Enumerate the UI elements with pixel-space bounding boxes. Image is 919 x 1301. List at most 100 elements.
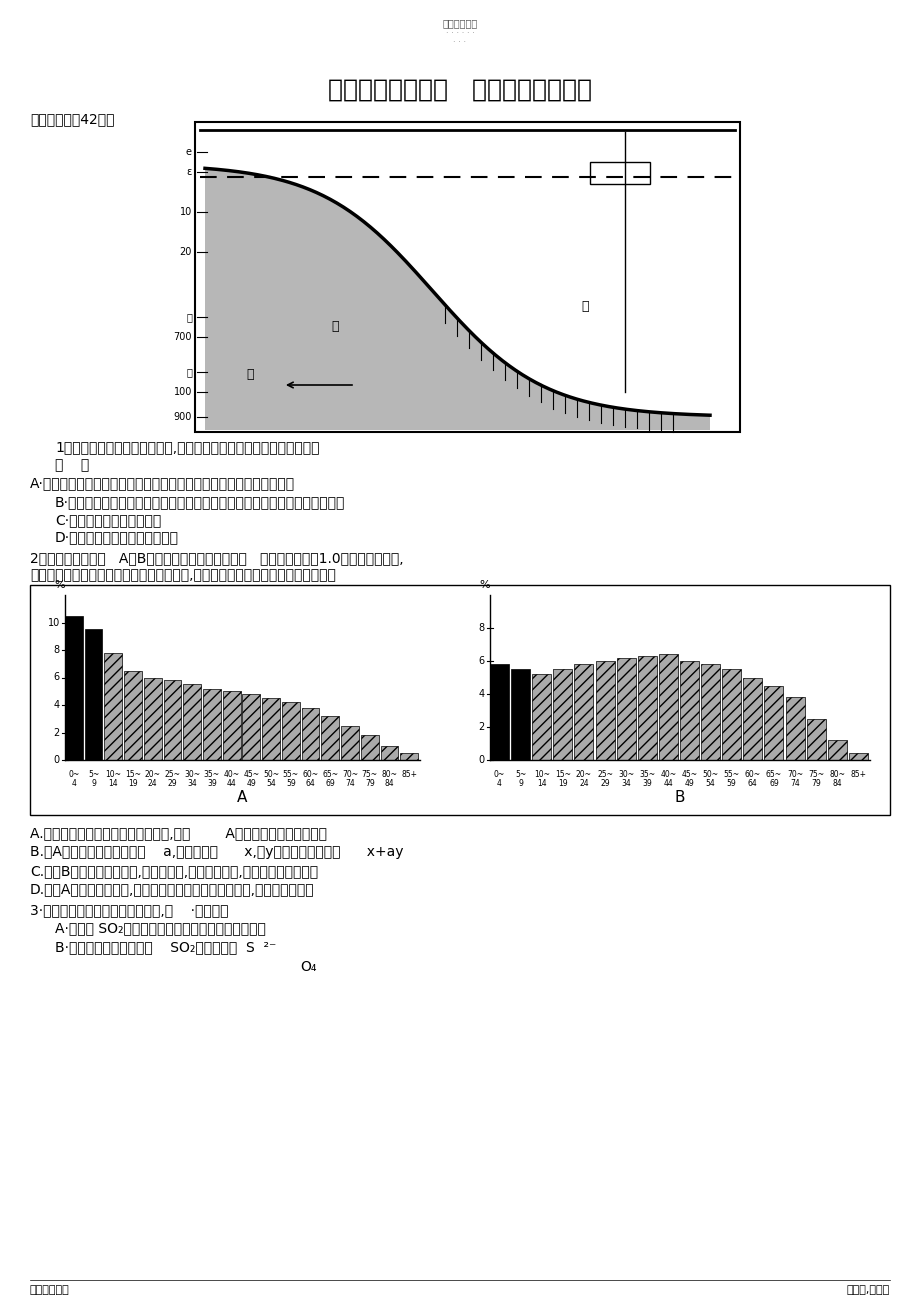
Text: 85+: 85+: [401, 770, 416, 779]
Bar: [164, 680, 181, 760]
Text: 60~: 60~: [744, 770, 760, 779]
Bar: [827, 740, 845, 760]
Text: 54: 54: [266, 779, 276, 788]
Text: 30~: 30~: [618, 770, 633, 779]
Text: 59: 59: [726, 779, 736, 788]
Bar: [743, 678, 762, 760]
Text: 55~: 55~: [282, 770, 299, 779]
Text: 84: 84: [832, 779, 841, 788]
Text: 700: 700: [174, 332, 192, 342]
Text: 4: 4: [479, 690, 484, 699]
Text: 80~: 80~: [828, 770, 845, 779]
Text: 8: 8: [54, 645, 60, 654]
Text: 74: 74: [789, 779, 799, 788]
Text: 〔    〕: 〔 〕: [55, 458, 89, 472]
Text: 20~: 20~: [144, 770, 161, 779]
Text: 80~: 80~: [381, 770, 397, 779]
Text: 19: 19: [558, 779, 567, 788]
Text: 丙: 丙: [186, 367, 192, 377]
Text: 74: 74: [345, 779, 355, 788]
Bar: [700, 665, 720, 760]
Bar: [143, 678, 162, 760]
Text: 2: 2: [478, 722, 484, 732]
Text: 0: 0: [479, 755, 484, 765]
Text: 34: 34: [620, 779, 630, 788]
Text: %: %: [54, 580, 65, 589]
Text: 69: 69: [768, 779, 778, 788]
Bar: [195, 122, 739, 432]
Text: 70~: 70~: [342, 770, 357, 779]
Bar: [532, 674, 550, 760]
Text: 40~: 40~: [223, 770, 240, 779]
Bar: [262, 699, 279, 760]
Bar: [785, 697, 804, 760]
Text: 10: 10: [179, 207, 192, 217]
Bar: [360, 735, 379, 760]
Text: 6: 6: [479, 656, 484, 666]
Text: 名师归纳总结: 名师归纳总结: [30, 1285, 70, 1294]
Text: 15~: 15~: [554, 770, 570, 779]
Text: 24: 24: [578, 779, 588, 788]
Text: 50~: 50~: [702, 770, 718, 779]
Bar: [595, 661, 614, 760]
Bar: [721, 669, 741, 760]
Bar: [658, 654, 677, 760]
Bar: [65, 615, 83, 760]
Text: 乙: 乙: [186, 312, 192, 323]
Text: A·大气中 SO₂可来源于化石燃料的燃烧与火山爆发等: A·大气中 SO₂可来源于化石燃料的燃烧与火山爆发等: [55, 921, 266, 935]
Text: 4: 4: [72, 779, 76, 788]
Text: 8: 8: [479, 623, 484, 634]
Text: 84: 84: [384, 779, 394, 788]
Bar: [301, 708, 319, 760]
Bar: [243, 693, 260, 760]
Text: 一、挑选题〔42分〕: 一、挑选题〔42分〕: [30, 112, 114, 126]
Text: 60~: 60~: [302, 770, 318, 779]
Bar: [589, 163, 650, 183]
Text: 5~: 5~: [88, 770, 99, 779]
Text: 29: 29: [167, 779, 177, 788]
Bar: [222, 691, 240, 760]
Bar: [380, 747, 398, 760]
Text: C·只有在甲区才能找到红藻: C·只有在甲区才能找到红藻: [55, 513, 161, 527]
Bar: [30, 585, 889, 814]
Bar: [806, 718, 824, 760]
Text: 49: 49: [684, 779, 694, 788]
Text: 55~: 55~: [723, 770, 739, 779]
Text: 79: 79: [811, 779, 820, 788]
Text: 44: 44: [226, 779, 236, 788]
Text: 64: 64: [305, 779, 315, 788]
Text: D.假设A国实施晚婚政策,但每个育龄妇女诞生人口数不变,就诞生率也不变: D.假设A国实施晚婚政策,但每个育龄妇女诞生人口数不变,就诞生率也不变: [30, 882, 314, 896]
Text: 25~: 25~: [596, 770, 612, 779]
Text: 65~: 65~: [765, 770, 781, 779]
Bar: [552, 669, 572, 760]
Text: 20: 20: [179, 247, 192, 258]
Text: 4: 4: [54, 700, 60, 710]
Text: 44: 44: [663, 779, 673, 788]
Text: 900: 900: [174, 412, 192, 422]
Polygon shape: [205, 168, 709, 431]
Bar: [490, 665, 508, 760]
Text: 49: 49: [246, 779, 256, 788]
Bar: [511, 669, 529, 760]
Bar: [124, 670, 142, 760]
Text: 65~: 65~: [322, 770, 338, 779]
Text: A: A: [237, 791, 247, 805]
Text: 45~: 45~: [243, 770, 259, 779]
Bar: [637, 656, 656, 760]
Text: 75~: 75~: [807, 770, 823, 779]
Bar: [183, 684, 201, 760]
Text: %: %: [479, 580, 490, 589]
Text: 4: 4: [496, 779, 502, 788]
Text: 2、以下图分别表示   A、B两国人口的女性年龄组成图   〔设性别比例＝1.0〕；横轴示年龄,: 2、以下图分别表示 A、B两国人口的女性年龄组成图 〔设性别比例＝1.0〕；横轴…: [30, 552, 403, 565]
Text: 100: 100: [174, 386, 192, 397]
Text: 35~: 35~: [204, 770, 220, 779]
Text: 3·以下关于生物圈硫循环的表达中,不    ·恰当的是: 3·以下关于生物圈硫循环的表达中,不 ·恰当的是: [30, 903, 228, 917]
Text: 50~: 50~: [263, 770, 278, 779]
Text: A.图中涂成黑色的部分表示幼年个体,估计        A国的人口增长率一定更快: A.图中涂成黑色的部分表示幼年个体,估计 A国的人口增长率一定更快: [30, 826, 326, 840]
Bar: [85, 630, 102, 760]
Text: 5~: 5~: [515, 770, 526, 779]
Text: 9: 9: [517, 779, 523, 788]
Text: 39: 39: [641, 779, 652, 788]
Text: 75~: 75~: [361, 770, 378, 779]
Text: B: B: [674, 791, 685, 805]
